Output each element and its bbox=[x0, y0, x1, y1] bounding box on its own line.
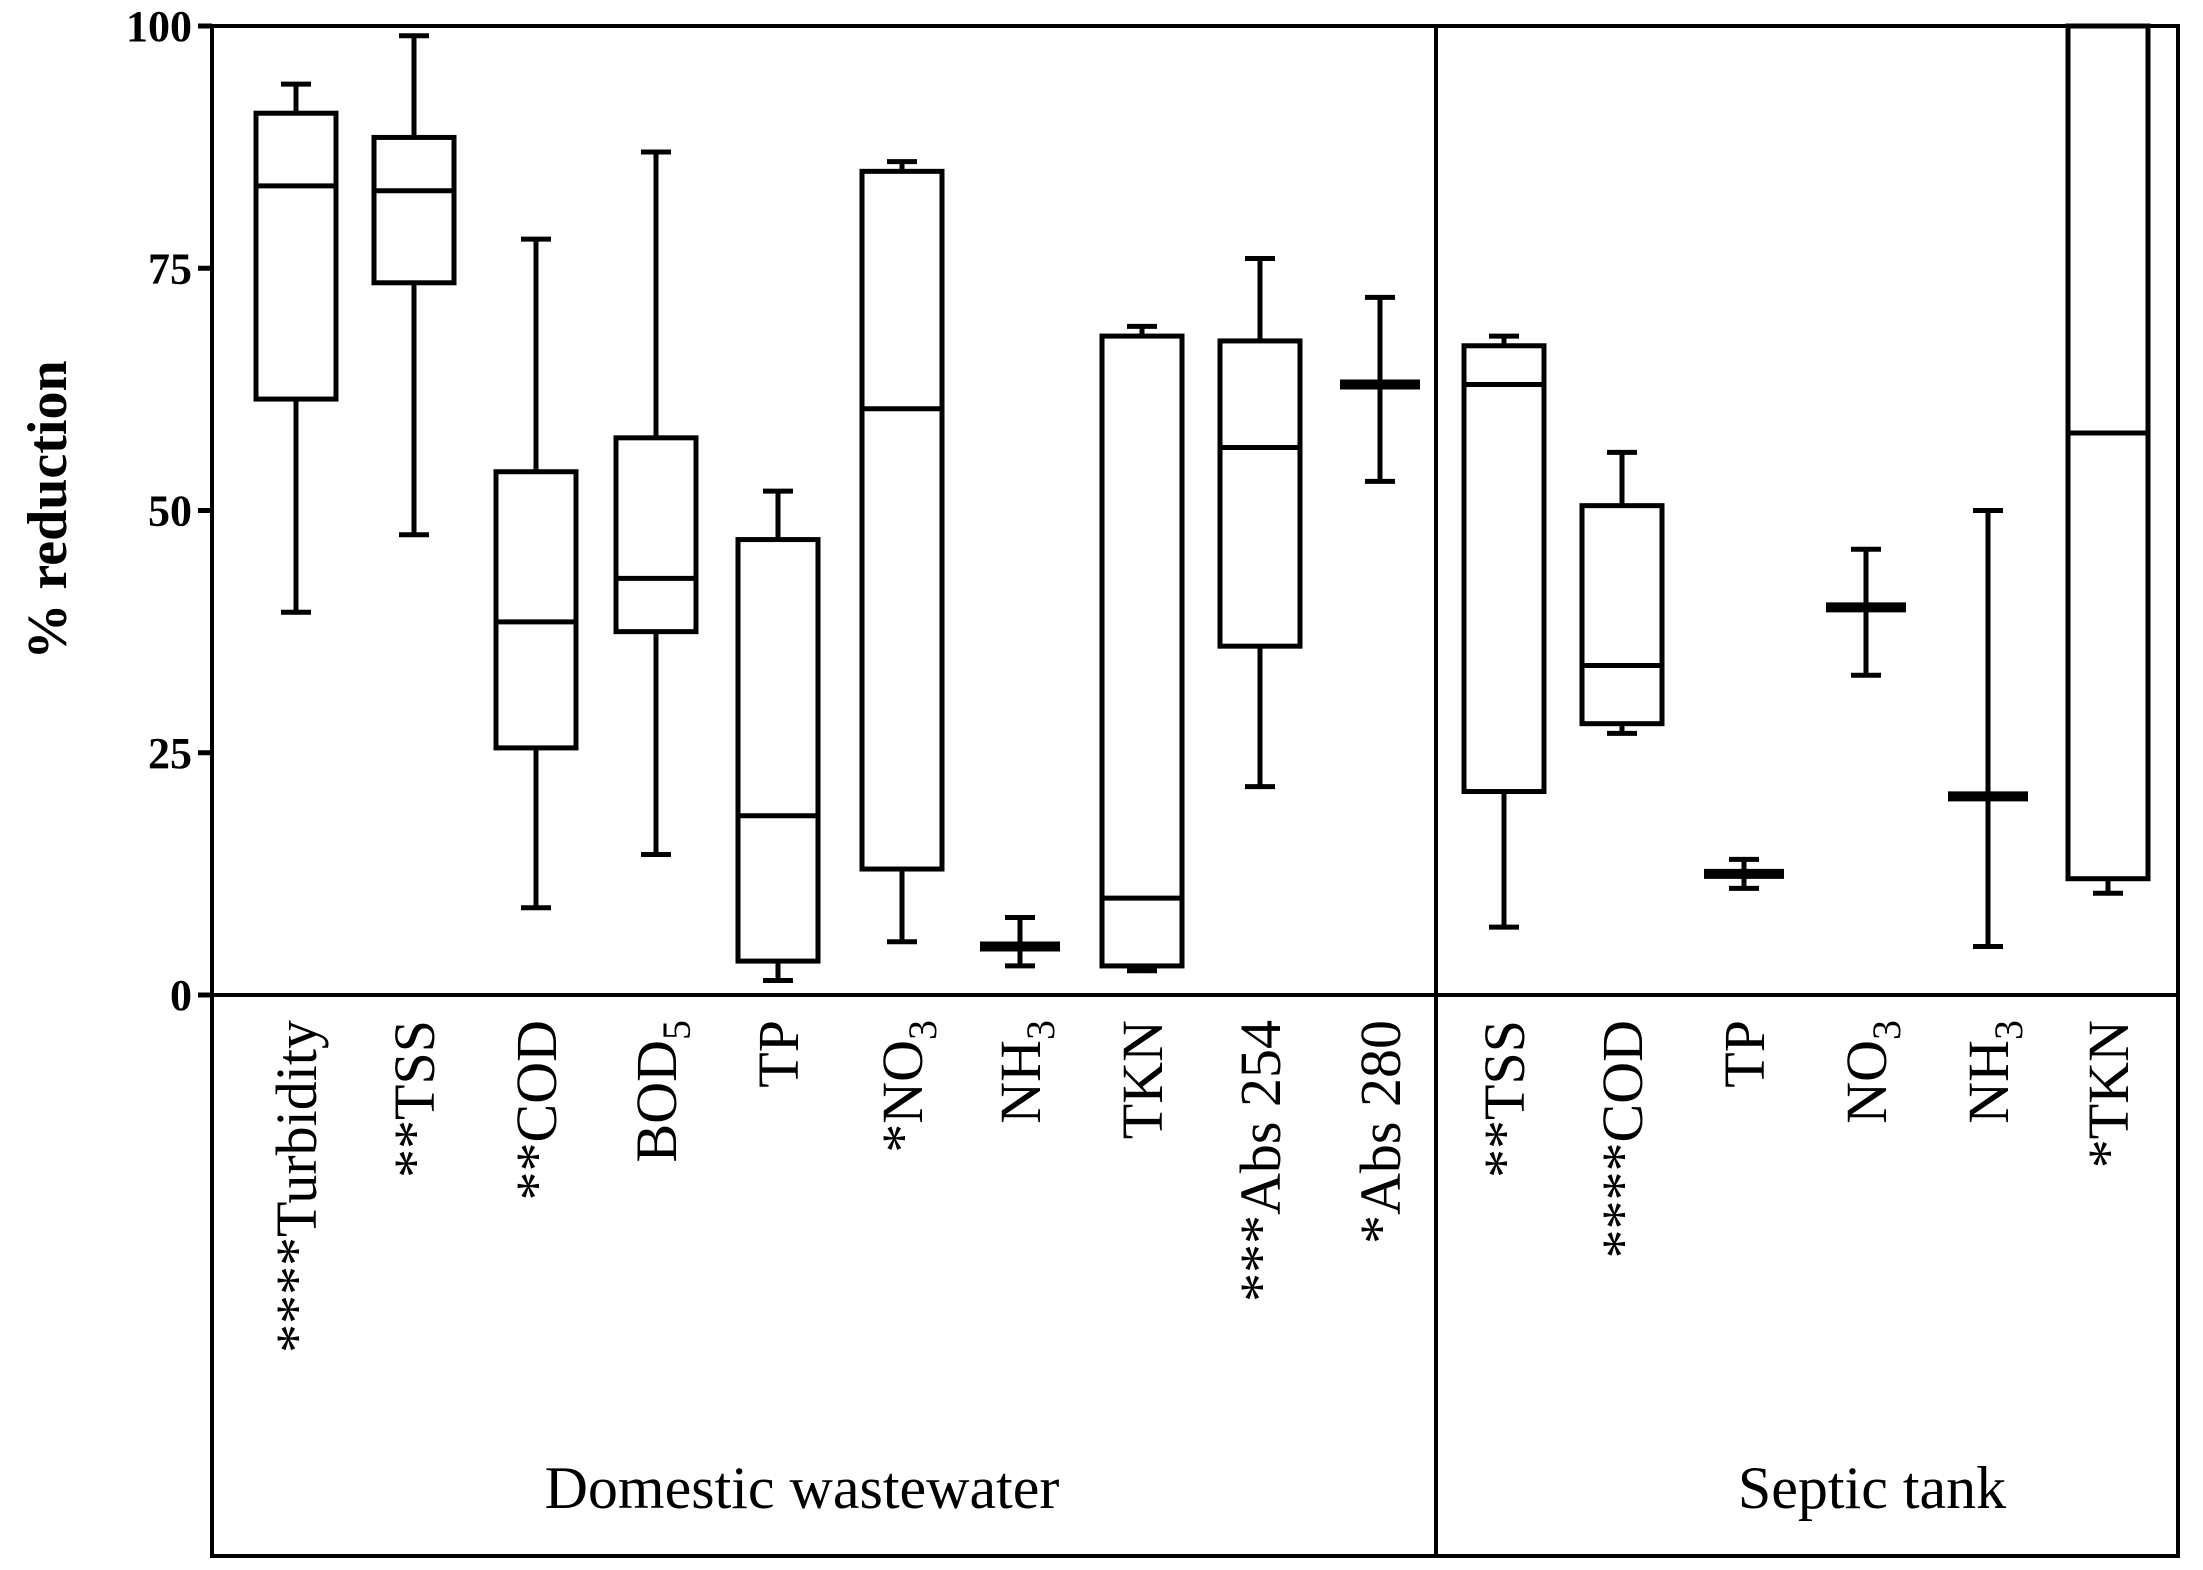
category-label: TP bbox=[1712, 1020, 1777, 1088]
category-label-text: NH bbox=[1956, 1040, 2021, 1124]
category-label: *NO3 bbox=[870, 1020, 945, 1153]
category-label-subscript: 5 bbox=[654, 1020, 699, 1040]
category-label: *TKN bbox=[2076, 1020, 2141, 1168]
category-label-text: *NO bbox=[870, 1040, 935, 1153]
category-label: ***Abs 254 bbox=[1228, 1020, 1293, 1302]
box-iqr bbox=[1217, 338, 1303, 649]
category-label: **TSS bbox=[382, 1020, 447, 1178]
category-label: NH3 bbox=[988, 1020, 1063, 1124]
category-label: NO3 bbox=[1834, 1020, 1909, 1124]
box-iqr bbox=[493, 469, 579, 751]
group-label: Domestic wastewater bbox=[545, 1455, 1060, 1521]
y-tick-label: 75 bbox=[148, 244, 192, 293]
category-label: NH3 bbox=[1956, 1020, 2031, 1124]
category-label-text: NH bbox=[988, 1040, 1053, 1124]
y-tick-label: 0 bbox=[170, 971, 192, 1020]
y-axis-label: % reduction bbox=[17, 360, 79, 659]
category-label-subscript: 3 bbox=[1018, 1020, 1063, 1040]
category-label: ****COD bbox=[1590, 1020, 1655, 1258]
category-label: BOD5 bbox=[624, 1020, 699, 1162]
box-iqr bbox=[2065, 23, 2151, 882]
y-tick-label: 50 bbox=[148, 487, 192, 536]
box-iqr bbox=[735, 537, 821, 964]
category-label: *Abs 280 bbox=[1348, 1020, 1413, 1244]
category-label: **COD bbox=[504, 1020, 569, 1200]
box-iqr bbox=[613, 435, 699, 635]
box-iqr bbox=[371, 134, 457, 286]
category-label: ****Turbidity bbox=[264, 1020, 329, 1353]
category-label: TKN bbox=[1110, 1020, 1175, 1139]
box-iqr bbox=[1461, 343, 1547, 795]
category-label-text: BOD bbox=[624, 1040, 689, 1162]
category-label: **TSS bbox=[1472, 1020, 1537, 1178]
category-label-subscript: 3 bbox=[1986, 1020, 2031, 1040]
y-tick-label: 25 bbox=[148, 729, 192, 778]
category-label: TP bbox=[746, 1020, 811, 1088]
y-tick-label: 100 bbox=[126, 2, 192, 51]
category-label-subscript: 3 bbox=[900, 1020, 945, 1040]
box-iqr bbox=[253, 110, 339, 402]
outer-frame bbox=[210, 24, 2180, 1558]
box-iqr bbox=[1579, 503, 1665, 727]
group-label: Septic tank bbox=[1738, 1455, 2006, 1521]
y-ticks: 0 25 50 75 100 bbox=[126, 2, 212, 1020]
boxes bbox=[253, 23, 2151, 983]
box-iqr bbox=[859, 168, 945, 872]
group-labels: Domestic wastewater Septic tank bbox=[545, 1455, 2007, 1521]
category-label-text: NO bbox=[1834, 1040, 1899, 1124]
box-iqr bbox=[1099, 333, 1185, 969]
category-label-subscript: 3 bbox=[1864, 1020, 1909, 1040]
